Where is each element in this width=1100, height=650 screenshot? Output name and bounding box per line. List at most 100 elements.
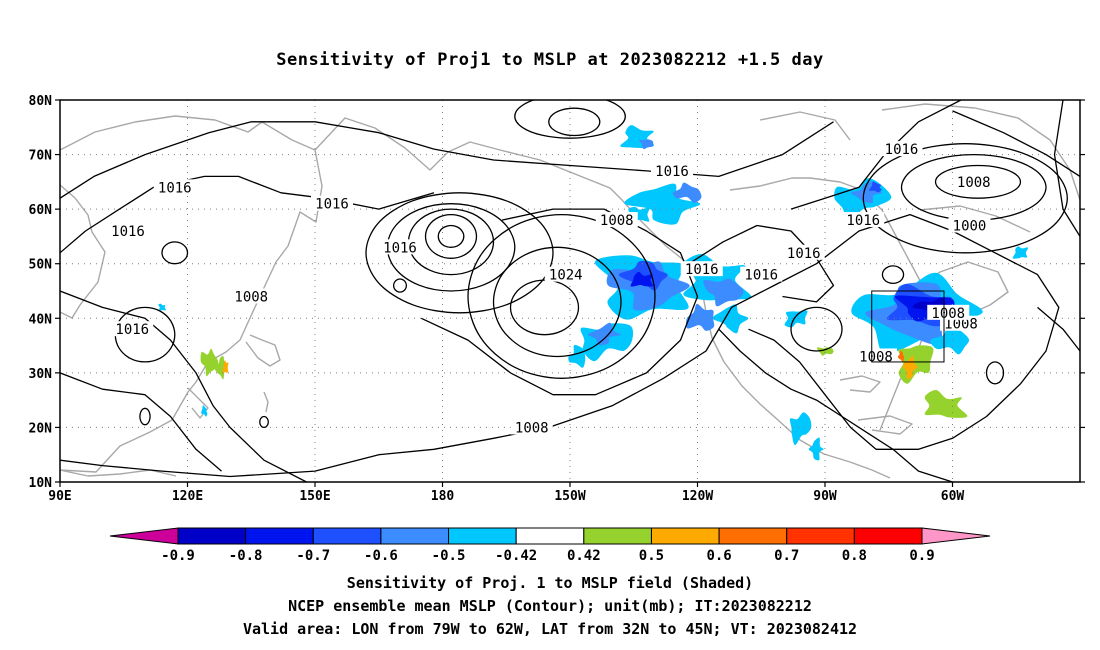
contour-label-bg [927,304,970,320]
colorbar-swatch [718,527,788,545]
mslp-contour-closed [881,265,905,285]
colorbar-label: -0.5 [432,548,466,564]
lat-tick-label: 10N [29,476,53,491]
valid-area-box [871,290,945,363]
mslp-contour-open [60,290,307,482]
contour-label-bg [595,212,638,228]
colorbar-label: -0.7 [296,548,330,564]
sensitivity-patch-1 [639,139,654,150]
colorbar-label: 0.7 [774,548,799,564]
colorbar-low-arrow [109,527,179,545]
colorbar-swatch [786,527,855,545]
mslp-contour-closed [139,407,151,426]
sensitivity-shading [158,125,1029,461]
caption-shading: Sensitivity of Proj. 1 to MSLP field (Sh… [346,574,754,592]
contour-label-bg [153,179,196,195]
mslp-contour-open [60,121,834,199]
sensitivity-patch-7 [868,181,882,193]
lat-tick-label: 30N [29,367,53,382]
contour-label: 1008 [931,306,965,322]
mslp-contour-open [1053,100,1080,237]
colorbar-label: -0.6 [364,548,398,564]
mslp-contour-closed [259,415,269,429]
colorbar-swatch [380,527,450,545]
colorbar-high-arrow [921,527,991,545]
colorbar-swatch [245,527,314,545]
mslp-contour-open [421,208,699,396]
colorbar-label: -0.9 [161,548,195,564]
colorbar-swatch [853,527,923,545]
mslp-contour-closed [492,246,622,358]
mslp-contour-labels: 1016 1016 1016 1016 1008 1016 1016 1008 1024 1016… [107,141,995,436]
sensitivity-patch-32 [214,355,228,380]
contour-label-bg [842,212,885,228]
contour-label: 1008 [515,420,549,436]
mslp-contour-closed [424,213,478,259]
sensitivity-patch-25 [930,326,970,355]
lon-tick-label: 150W [554,489,585,504]
mslp-contour-open [1037,306,1080,352]
sensitivity-patch-2 [624,183,701,225]
lon-tick-label: 150E [299,489,330,504]
colorbar-swatch [650,527,720,545]
caption-valid-area: Valid area: LON from 79W to 62W, LAT fro… [242,620,858,638]
mslp-contour-closed [862,143,1068,254]
lat-tick-label: 40N [29,312,53,327]
contour-label-bg [379,239,421,255]
colorbar-swatch [177,527,247,545]
sensitivity-patch-38 [817,347,834,356]
mslp-contour-closed [985,361,1005,385]
coastline-0 [60,184,106,319]
caption-contour: NCEP ensemble mean MSLP (Contour); unit(… [288,597,812,615]
contour-label: 1016 [787,246,821,262]
contour-label: 1016 [885,142,919,158]
mslp-contour-open [718,328,953,482]
colorbar-label: 0.5 [639,548,664,564]
contour-label-bg [740,266,783,282]
lon-tick-label: 90E [48,489,71,504]
contour-label: 1016 [111,224,145,240]
colorbar-swatch [583,527,652,545]
colorbar-label: -0.8 [229,548,263,564]
lat-tick-label: 60N [29,203,53,218]
sensitivity-patch-19 [784,310,808,328]
sensitivity-patch-30 [158,303,166,311]
colorbar-swatch [312,527,382,545]
sensitivity-patch-33 [222,360,229,374]
colorbar-label: -0.42 [495,548,537,564]
contour-label-bg [855,348,897,364]
coastline-14 [263,391,269,413]
sensitivity-patch-29 [201,405,208,417]
colorbar-swatch [515,527,585,545]
mslp-contour-closed [365,192,554,314]
mslp-contour-closed [934,164,1022,199]
lat-tick-label: 50N [29,258,53,273]
mslp-contour-open [60,372,222,472]
lat-tick-label: 80N [29,94,53,109]
sensitivity-patch-18 [685,303,715,331]
coastline-13 [187,387,209,419]
mslp-contour-closed [509,279,580,336]
lon-tick-label: 180 [431,489,455,504]
colorbar-label: 0.8 [842,548,867,564]
colorbar: -0.9 -0.8 -0.7 -0.6 -0.5 -0.42 0.42 0.5 0.6 0.7 0.… [109,527,991,564]
coastline-10 [857,415,913,435]
contour-label: 1008 [957,175,991,191]
contour-label-bg [107,222,149,238]
contour-label-bg [111,321,154,337]
colorbar-label: 0.6 [706,548,731,564]
contour-label-bg [880,141,923,157]
lon-tick-label: 120W [682,489,713,504]
mslp-contour-open [952,110,1080,177]
colorbar-label: 0.42 [567,548,601,564]
sensitivity-patch-37 [924,389,968,418]
colorbar-label: 0.9 [909,548,934,564]
contour-label: 1016 [685,262,719,278]
contour-label: 1016 [315,197,349,213]
mslp-contour-closed [161,241,189,265]
sensitivity-patch-27 [789,412,812,446]
contour-label-bg [651,162,693,178]
mslp-contour-closed [790,306,843,352]
map-title: Sensitivity of Proj1 to MSLP at 20230822… [276,50,824,70]
